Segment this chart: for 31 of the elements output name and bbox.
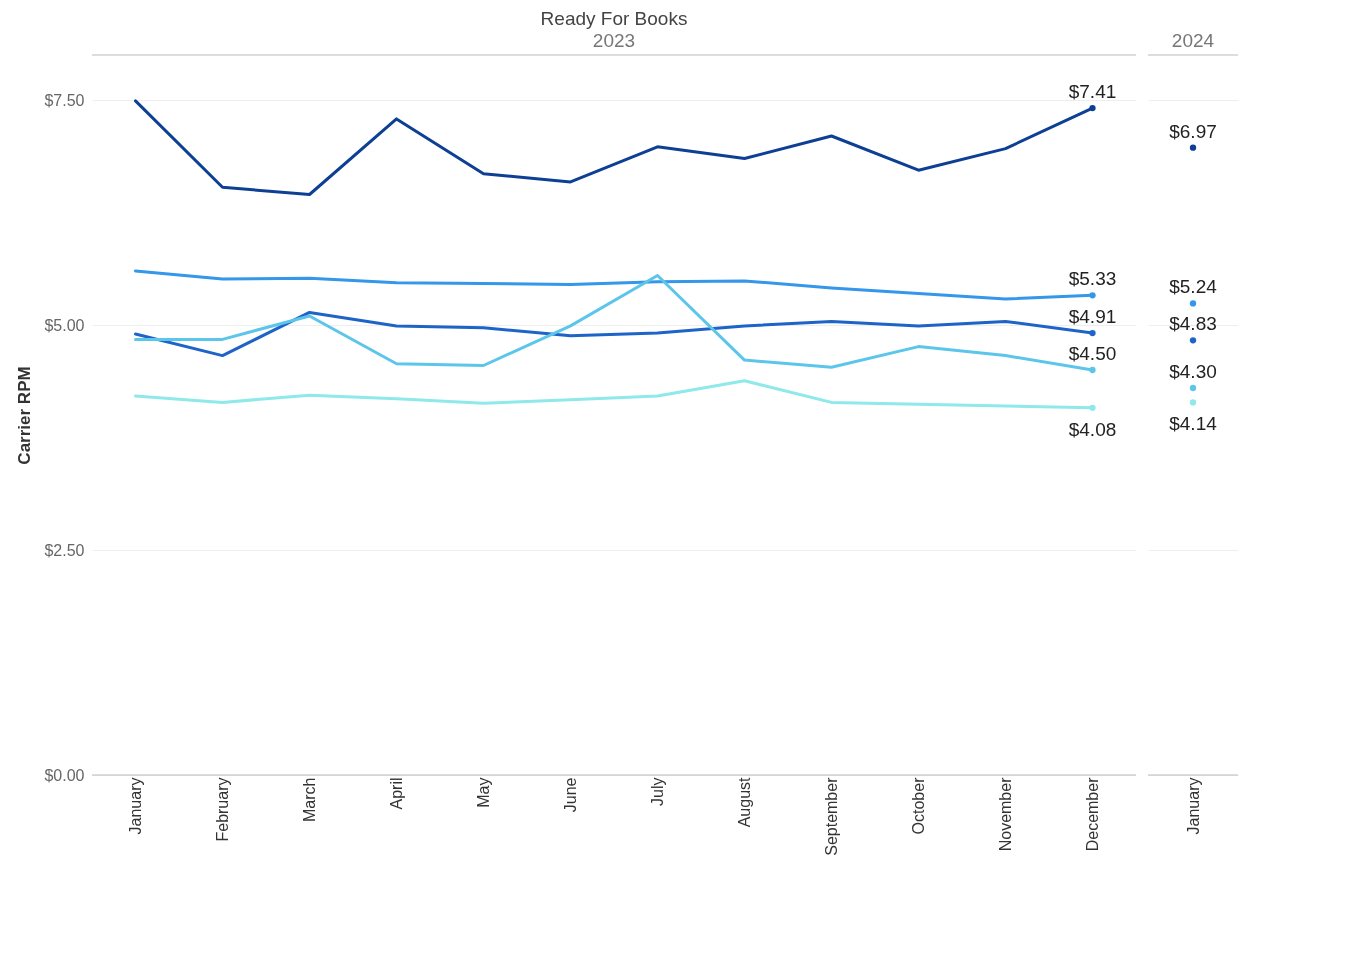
data-label: $4.08 (1068, 418, 1117, 440)
y-tick-label: $2.50 (44, 541, 85, 559)
x-tick-label: September (823, 776, 840, 856)
x-tick-label: March (301, 777, 318, 822)
data-label: $4.14 (1169, 413, 1218, 435)
y-tick-label: $0.00 (44, 766, 85, 784)
data-label: $7.41 (1068, 81, 1117, 103)
x-tick-label: May (475, 777, 492, 808)
x-tick-label: April (388, 777, 405, 810)
x-tick-label: January (1184, 777, 1202, 835)
chart-subtitle: 2024 (1171, 29, 1215, 51)
data-label: $4.50 (1068, 343, 1117, 364)
x-tick-label: July (649, 777, 666, 806)
y-tick-label: $7.50 (44, 91, 85, 109)
chart-title: Ready For Books (540, 7, 688, 29)
x-tick-label: January (127, 777, 144, 835)
data-label: $6.97 (1169, 120, 1217, 142)
x-tick-label: December (1084, 776, 1101, 852)
data-label: $4.83 (1169, 313, 1217, 335)
x-tick-label: November (997, 776, 1014, 852)
y-tick-label: $5.00 (44, 316, 85, 334)
x-tick-label: August (736, 776, 753, 828)
x-tick-label: June (562, 777, 579, 813)
data-label: $4.30 (1169, 361, 1217, 382)
x-tick-label: October (910, 776, 927, 835)
data-label: $4.91 (1068, 306, 1117, 328)
x-tick-label: February (214, 777, 231, 842)
data-label: $5.33 (1068, 268, 1117, 290)
data-label: $5.24 (1169, 276, 1218, 298)
chart-subtitle: 2023 (592, 29, 636, 51)
y-axis-title: Carrier RPM (15, 366, 35, 465)
